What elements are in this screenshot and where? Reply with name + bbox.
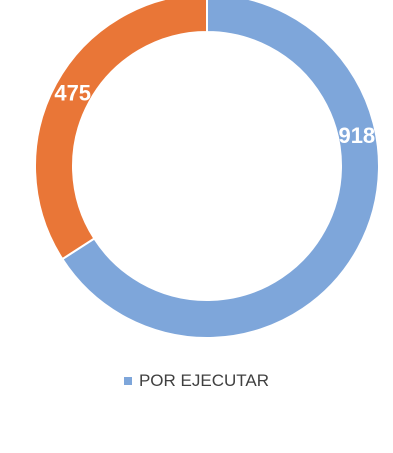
legend-label: POR EJECUTAR [138, 371, 270, 390]
legend-item-por-ejecutar: POR EJECUTAR [123, 371, 270, 391]
data-label-475: 475 [54, 81, 91, 106]
chart-legend: POR EJECUTAR [0, 371, 393, 391]
donut-slices [34, 0, 380, 339]
data-label-918: 918 [338, 123, 375, 148]
donut-slice-475 [34, 0, 208, 261]
donut-slice-918 [60, 0, 380, 339]
donut-data-labels: 918 475 [54, 81, 375, 148]
legend-swatch [123, 377, 132, 385]
